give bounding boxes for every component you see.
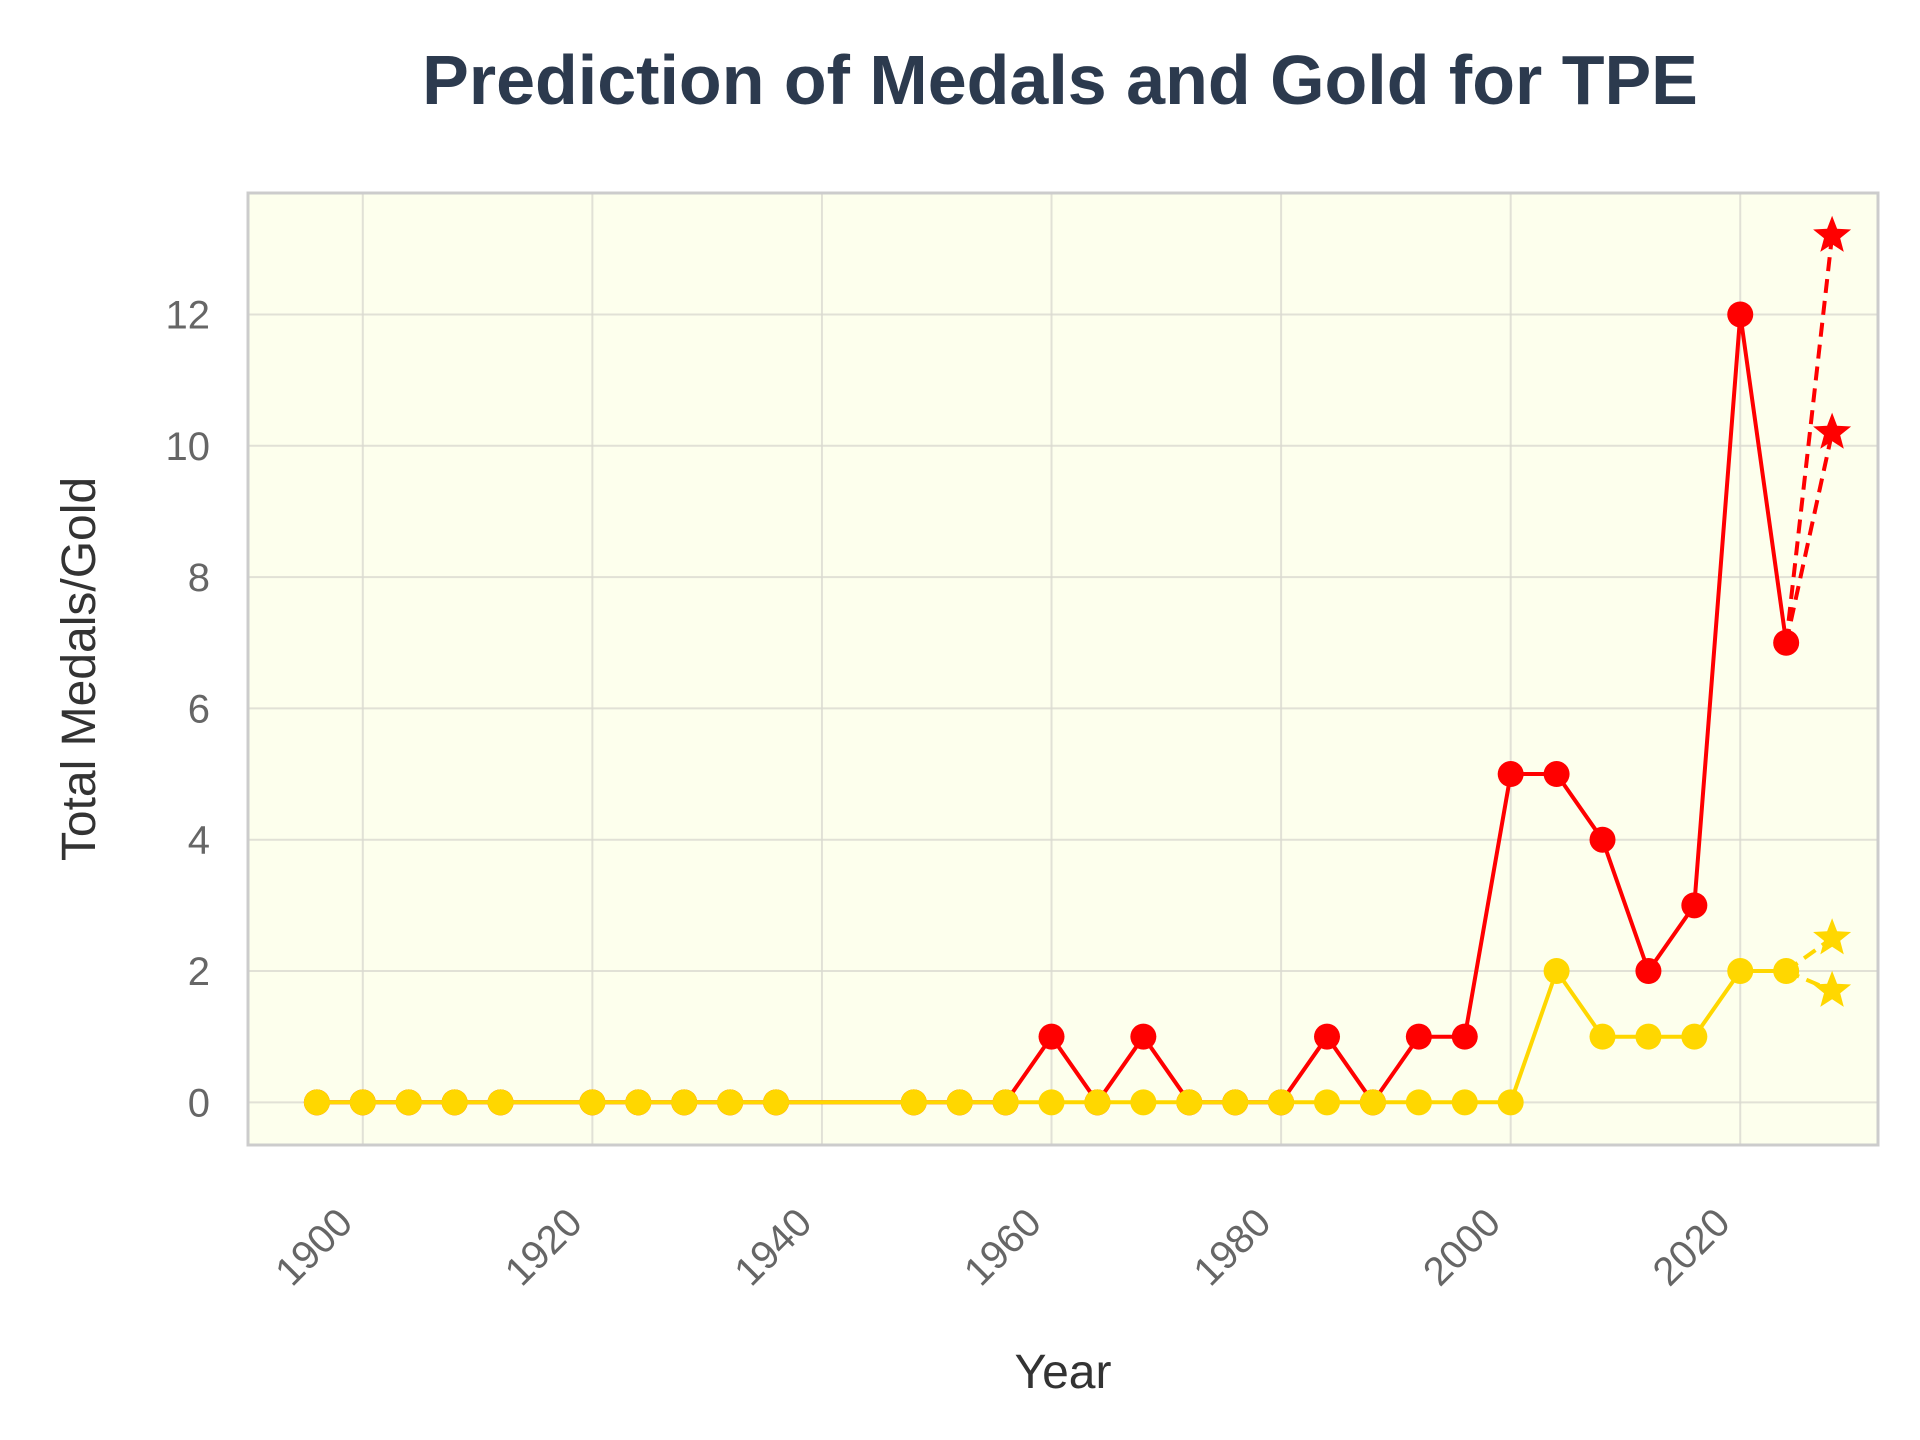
data-point bbox=[625, 1089, 652, 1116]
data-point bbox=[1222, 1089, 1249, 1116]
x-tick-label: 2000 bbox=[1415, 1200, 1509, 1294]
y-axis-label: Total Medals/Gold bbox=[53, 477, 106, 861]
x-tick-label: 1960 bbox=[956, 1200, 1050, 1294]
data-point bbox=[1084, 1089, 1111, 1116]
data-point bbox=[671, 1089, 698, 1116]
data-point bbox=[717, 1089, 744, 1116]
y-tick-label: 8 bbox=[188, 556, 210, 600]
prediction-star bbox=[1813, 215, 1852, 252]
y-tick-label: 10 bbox=[166, 425, 211, 469]
data-point bbox=[1176, 1089, 1203, 1116]
data-point bbox=[763, 1089, 790, 1116]
data-point bbox=[1314, 1023, 1341, 1050]
data-point bbox=[349, 1089, 376, 1116]
data-point bbox=[1497, 761, 1524, 788]
data-point bbox=[1497, 1089, 1524, 1116]
data-point bbox=[946, 1089, 973, 1116]
data-point bbox=[487, 1089, 514, 1116]
data-point bbox=[1589, 826, 1616, 853]
data-point bbox=[1589, 1023, 1616, 1050]
data-point bbox=[1314, 1089, 1341, 1116]
series bbox=[303, 301, 1800, 1116]
y-tick-labels: 0 2 4 6 8 10 12 bbox=[166, 293, 211, 1125]
y-tick-label: 0 bbox=[188, 1081, 210, 1125]
y-tick-label: 2 bbox=[188, 950, 210, 994]
prediction-star bbox=[1813, 970, 1852, 1007]
data-point bbox=[1405, 1089, 1432, 1116]
data-point bbox=[1451, 1023, 1478, 1050]
prediction-star bbox=[1813, 918, 1852, 955]
series-line bbox=[316, 969, 1787, 1105]
data-point bbox=[441, 1089, 468, 1116]
data-point bbox=[1681, 892, 1708, 919]
y-tick-label: 12 bbox=[166, 293, 211, 337]
data-point bbox=[1359, 1089, 1386, 1116]
y-tick-label: 4 bbox=[188, 819, 210, 863]
data-point bbox=[1635, 958, 1662, 985]
data-point bbox=[1038, 1023, 1065, 1050]
x-tick-label: 1940 bbox=[726, 1200, 820, 1294]
data-point bbox=[1130, 1023, 1157, 1050]
prediction-star bbox=[1813, 412, 1852, 449]
data-point bbox=[1405, 1023, 1432, 1050]
data-point bbox=[992, 1089, 1019, 1116]
data-point bbox=[1268, 1089, 1295, 1116]
data-point bbox=[900, 1089, 927, 1116]
data-point bbox=[1543, 958, 1570, 985]
x-tick-label: 1920 bbox=[497, 1200, 591, 1294]
data-point bbox=[579, 1089, 606, 1116]
x-tick-label: 1980 bbox=[1185, 1200, 1279, 1294]
x-tick-label: 2020 bbox=[1645, 1200, 1739, 1294]
data-point bbox=[1727, 301, 1754, 328]
data-point bbox=[1451, 1089, 1478, 1116]
data-point bbox=[395, 1089, 422, 1116]
x-tick-labels: 1900 1920 1940 1960 1980 2000 2020 bbox=[267, 1200, 1738, 1294]
x-tick-label: 1900 bbox=[267, 1200, 361, 1294]
prediction-line bbox=[1785, 969, 1833, 993]
data-point bbox=[1635, 1023, 1662, 1050]
y-tick-label: 6 bbox=[188, 687, 210, 731]
chart-title: Prediction of Medals and Gold for TPE bbox=[422, 41, 1698, 119]
data-point bbox=[303, 1089, 330, 1116]
x-axis-label: Year bbox=[1015, 1346, 1112, 1399]
data-point bbox=[1543, 761, 1570, 788]
data-point bbox=[1727, 958, 1754, 985]
prediction-line bbox=[1784, 235, 1835, 643]
plot-frame bbox=[246, 191, 1880, 1147]
prediction-line bbox=[1784, 432, 1835, 644]
data-point bbox=[1130, 1089, 1157, 1116]
data-point bbox=[1038, 1089, 1065, 1116]
plot-background bbox=[248, 193, 1878, 1145]
predictions bbox=[1784, 215, 1852, 1007]
data-point bbox=[1681, 1023, 1708, 1050]
